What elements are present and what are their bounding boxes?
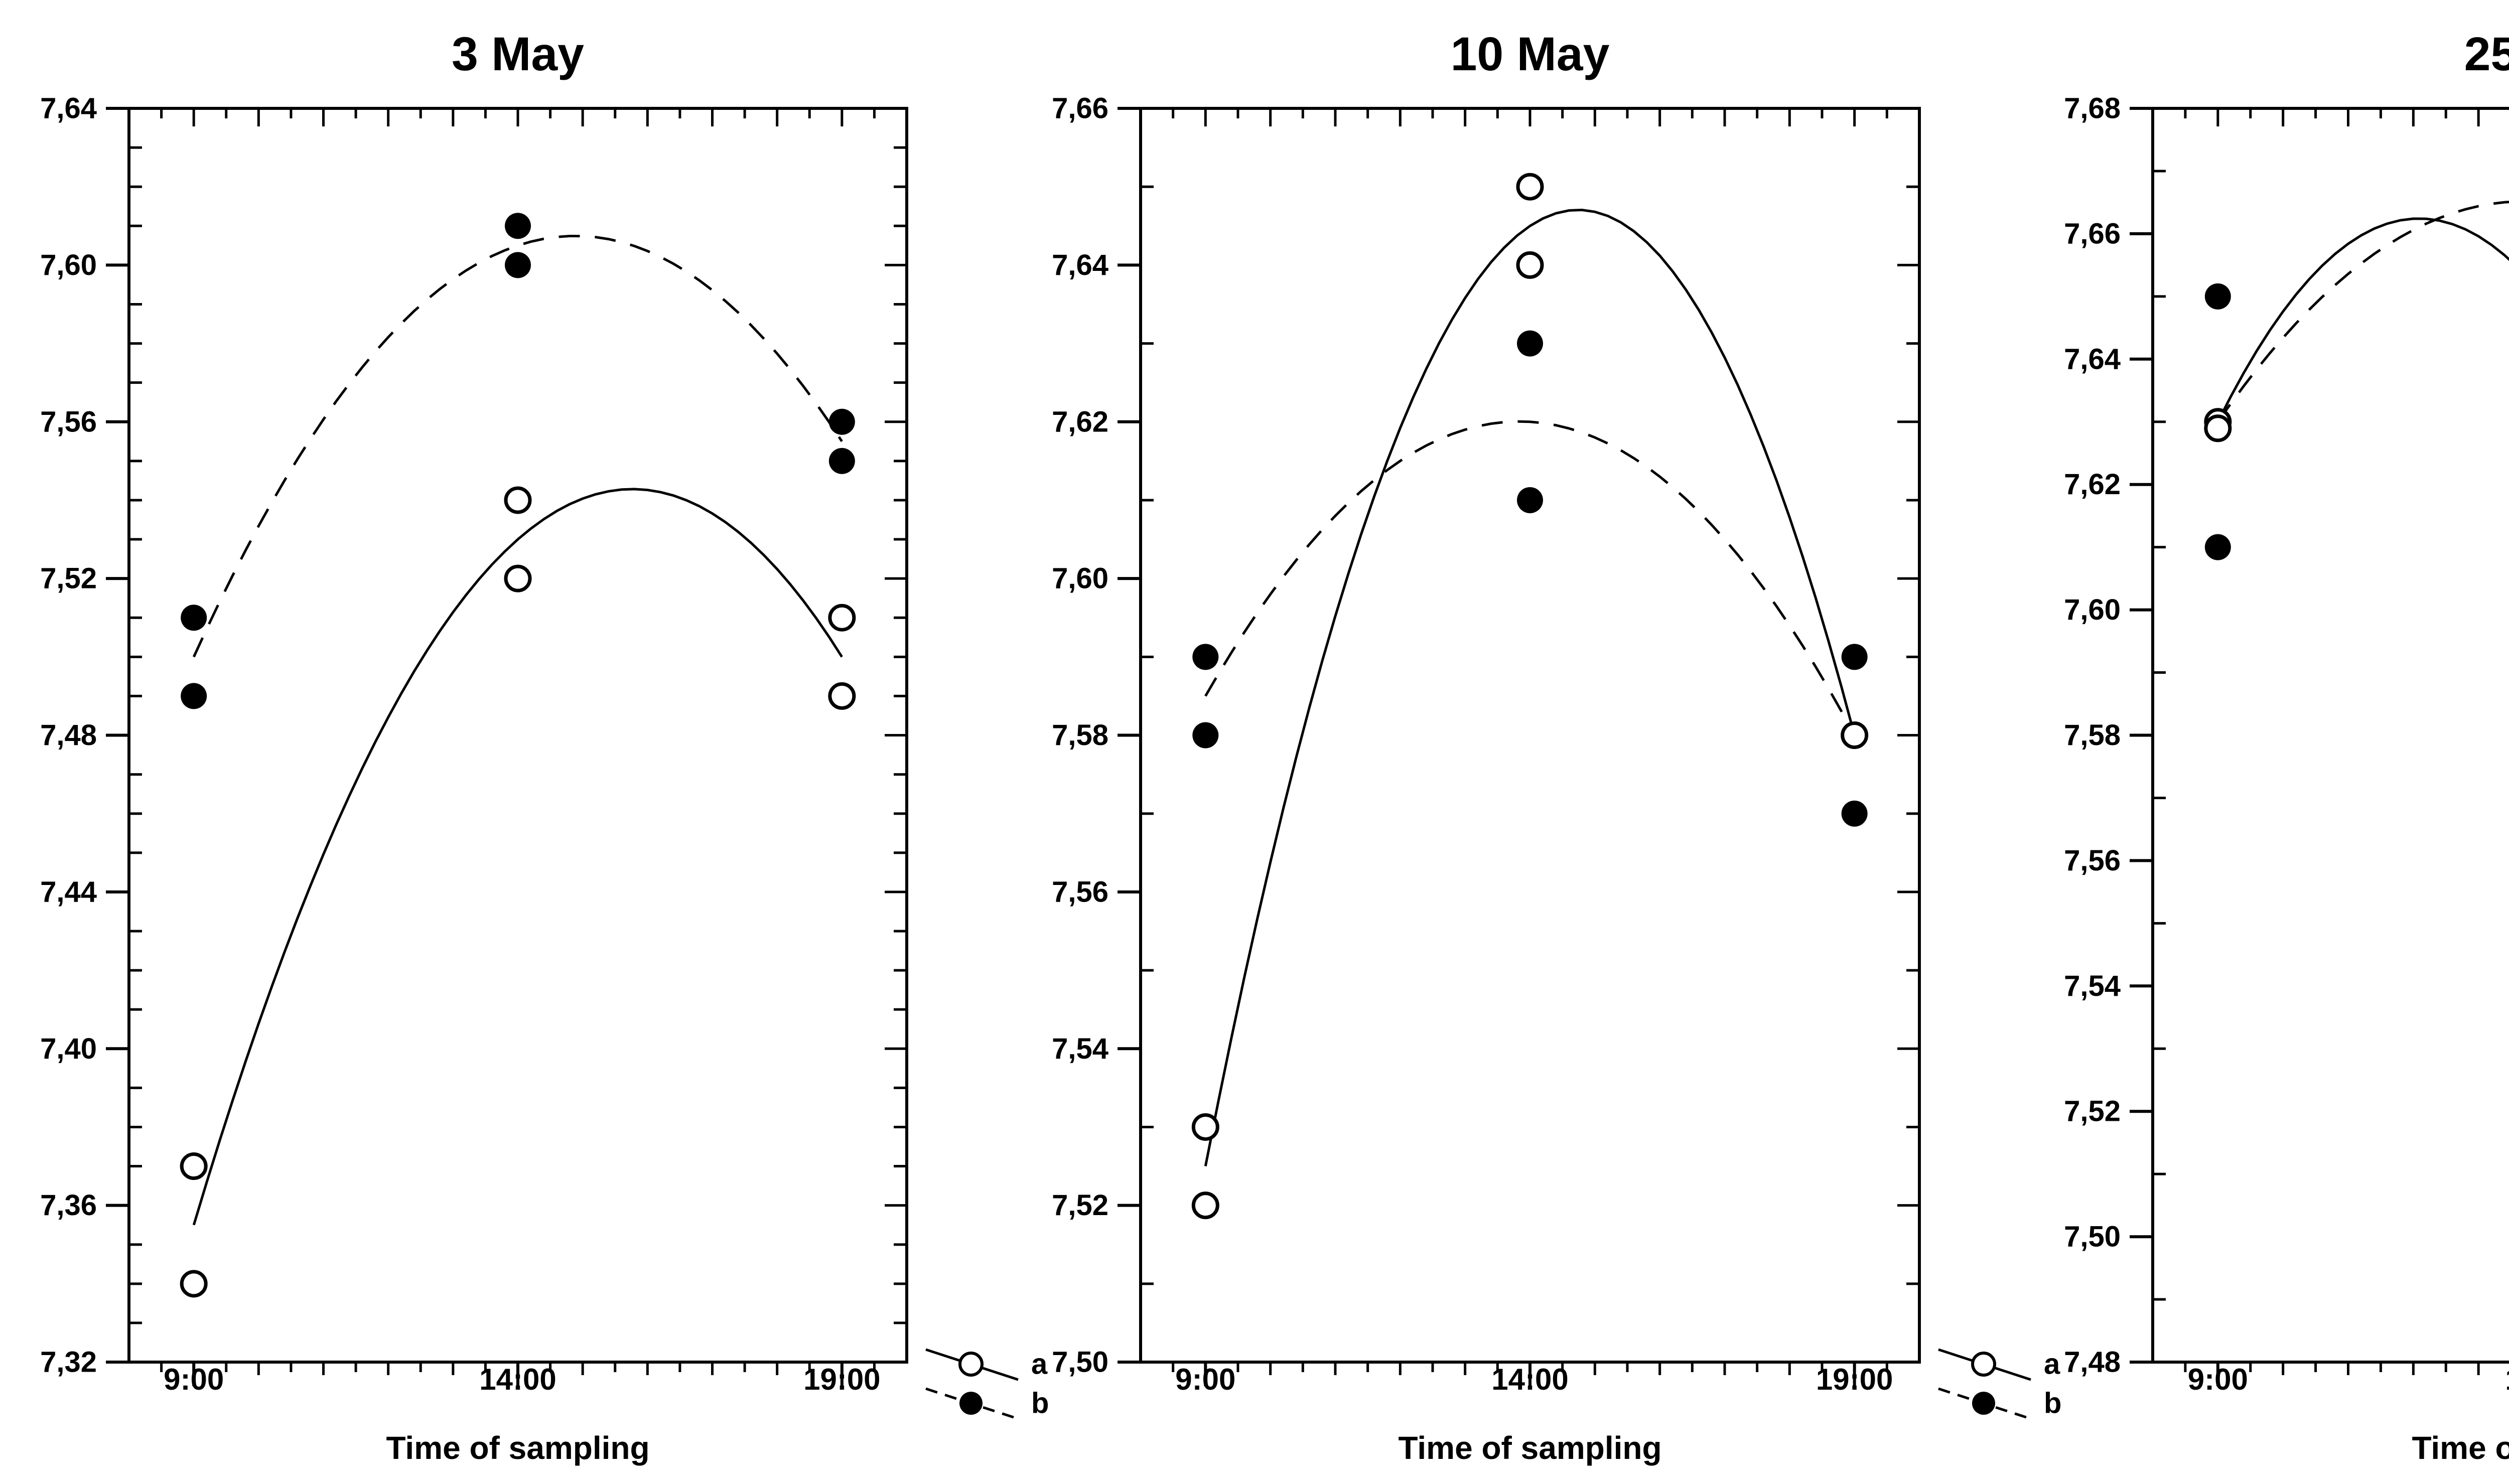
fit-curve-b	[192, 234, 843, 658]
data-point-a	[180, 1152, 208, 1180]
panel-title: 3 May	[452, 28, 584, 81]
fit-curve-b	[1204, 420, 1856, 736]
data-point-a	[1516, 173, 1544, 201]
data-point-b	[2204, 534, 2231, 560]
panel-title: 10 May	[1451, 28, 1610, 81]
data-point-a	[180, 1270, 208, 1298]
y-tick-label: 7,52	[40, 562, 97, 595]
y-tick-label: 7,66	[2064, 217, 2121, 250]
legend-marker-filled-circle	[1972, 1392, 1995, 1415]
data-point-b	[181, 683, 207, 709]
legend-label-b: b	[2044, 1387, 2061, 1420]
y-tick-label: 7,56	[40, 405, 97, 438]
data-point-b	[1517, 330, 1543, 357]
panel-25-may: 25 May 7,48 7,50 7,52 7,54 7,56 7,58 7,60 7,62 7,…	[2064, 28, 2509, 1466]
data-points	[2204, 283, 2232, 560]
data-point-a	[828, 604, 856, 632]
x-axis-title: Time of sampling	[386, 1430, 649, 1466]
data-point-b	[828, 408, 855, 435]
panel-3-may: 3 May 7,32 7,36 7,40 7,44 7,48 7,52 7,56 7,60 7,6…	[40, 28, 1049, 1466]
y-tick-label: 7,56	[1052, 875, 1108, 908]
data-point-a	[504, 564, 532, 592]
y-tick-label: 7,64	[1052, 249, 1108, 281]
data-point-a	[504, 486, 532, 514]
x-tick-label: 19:00	[803, 1363, 880, 1396]
x-tick-label: 9:00	[2188, 1363, 2248, 1396]
y-tick-label: 7,58	[1052, 719, 1108, 752]
y-tick-label: 7,52	[1052, 1189, 1108, 1222]
data-point-b	[1517, 487, 1543, 513]
fit-curves	[1204, 208, 1856, 1166]
y-tick-label: 7,52	[2064, 1095, 2121, 1128]
y-tick-label: 7,58	[2064, 719, 2121, 752]
fit-curve-a	[2216, 217, 2509, 422]
y-tick-label: 7,36	[40, 1189, 97, 1222]
y-tick-label: 7,62	[2064, 468, 2121, 501]
y-tick-label: 7,66	[1052, 92, 1108, 125]
data-points	[1191, 173, 1869, 1220]
fit-curve-a	[1204, 208, 1856, 1166]
y-tick-label: 7,68	[2064, 92, 2121, 125]
legend-marker-filled-circle	[959, 1392, 983, 1415]
data-point-b	[828, 448, 855, 474]
y-tick-label: 7,64	[40, 92, 97, 125]
x-tick-label: 14:00	[2505, 1363, 2509, 1396]
panel-title: 25 May	[2464, 28, 2509, 81]
y-tick-label: 7,40	[40, 1032, 97, 1065]
data-point-b	[505, 252, 531, 278]
x-axis-title: Time of sampling	[2412, 1430, 2509, 1466]
data-point-b	[181, 605, 207, 631]
y-tick-label: 7,54	[1052, 1032, 1108, 1065]
y-tick-label: 7,48	[40, 719, 97, 752]
y-tick-label: 7,56	[2064, 844, 2121, 877]
y-tick-label: 7,50	[1052, 1346, 1108, 1379]
x-tick-label: 9:00	[164, 1363, 224, 1396]
fit-curves	[192, 234, 843, 1226]
data-point-a	[1191, 1192, 1219, 1220]
y-tick-label: 7,60	[1052, 562, 1108, 595]
x-axis-title: Time of sampling	[1398, 1430, 1661, 1466]
data-point-b	[505, 213, 531, 239]
y-tick-label: 7,50	[2064, 1221, 2121, 1253]
x-tick-label: 14:00	[479, 1363, 556, 1396]
y-tick-label: 7,54	[2064, 970, 2121, 1002]
data-points	[180, 213, 856, 1298]
legend-marker-open-circle	[958, 1352, 984, 1377]
legend-marker-open-circle	[1971, 1352, 1996, 1377]
fit-curves	[2216, 201, 2509, 423]
y-tick-label: 7,44	[40, 875, 97, 908]
legend-label-a: a	[1031, 1348, 1048, 1381]
y-tick-label: 7,62	[1052, 405, 1108, 438]
data-point-b	[2204, 283, 2231, 310]
legend-label-b: b	[1031, 1387, 1049, 1420]
y-tick-label: 7,60	[40, 249, 97, 281]
y-tick-label: 7,48	[2064, 1346, 2121, 1379]
y-tick-label: 7,32	[40, 1346, 97, 1379]
x-tick-label: 19:00	[1816, 1363, 1893, 1396]
legend-label-a: a	[2044, 1348, 2060, 1381]
data-point-a	[2204, 414, 2232, 442]
panel-10-may: 10 May 7,50 7,52 7,54 7,56 7,58 7,60 7,62 7,64 7,…	[1052, 28, 2061, 1466]
data-point-b	[1192, 722, 1219, 749]
data-point-a	[1841, 721, 1869, 749]
y-tick-label: 7,64	[2064, 343, 2121, 375]
data-point-b	[1192, 644, 1219, 670]
fit-curve-a	[192, 488, 843, 1226]
data-point-a	[828, 682, 856, 710]
data-point-a	[1516, 251, 1544, 279]
x-tick-label: 9:00	[1175, 1363, 1235, 1396]
legend: ab	[1938, 1348, 2061, 1420]
data-point-b	[1841, 800, 1868, 827]
y-tick-label: 7,60	[2064, 593, 2121, 626]
legend: ab	[925, 1348, 1049, 1420]
data-point-a	[1191, 1113, 1219, 1141]
x-tick-label: 14:00	[1491, 1363, 1568, 1396]
data-point-b	[1841, 644, 1868, 670]
